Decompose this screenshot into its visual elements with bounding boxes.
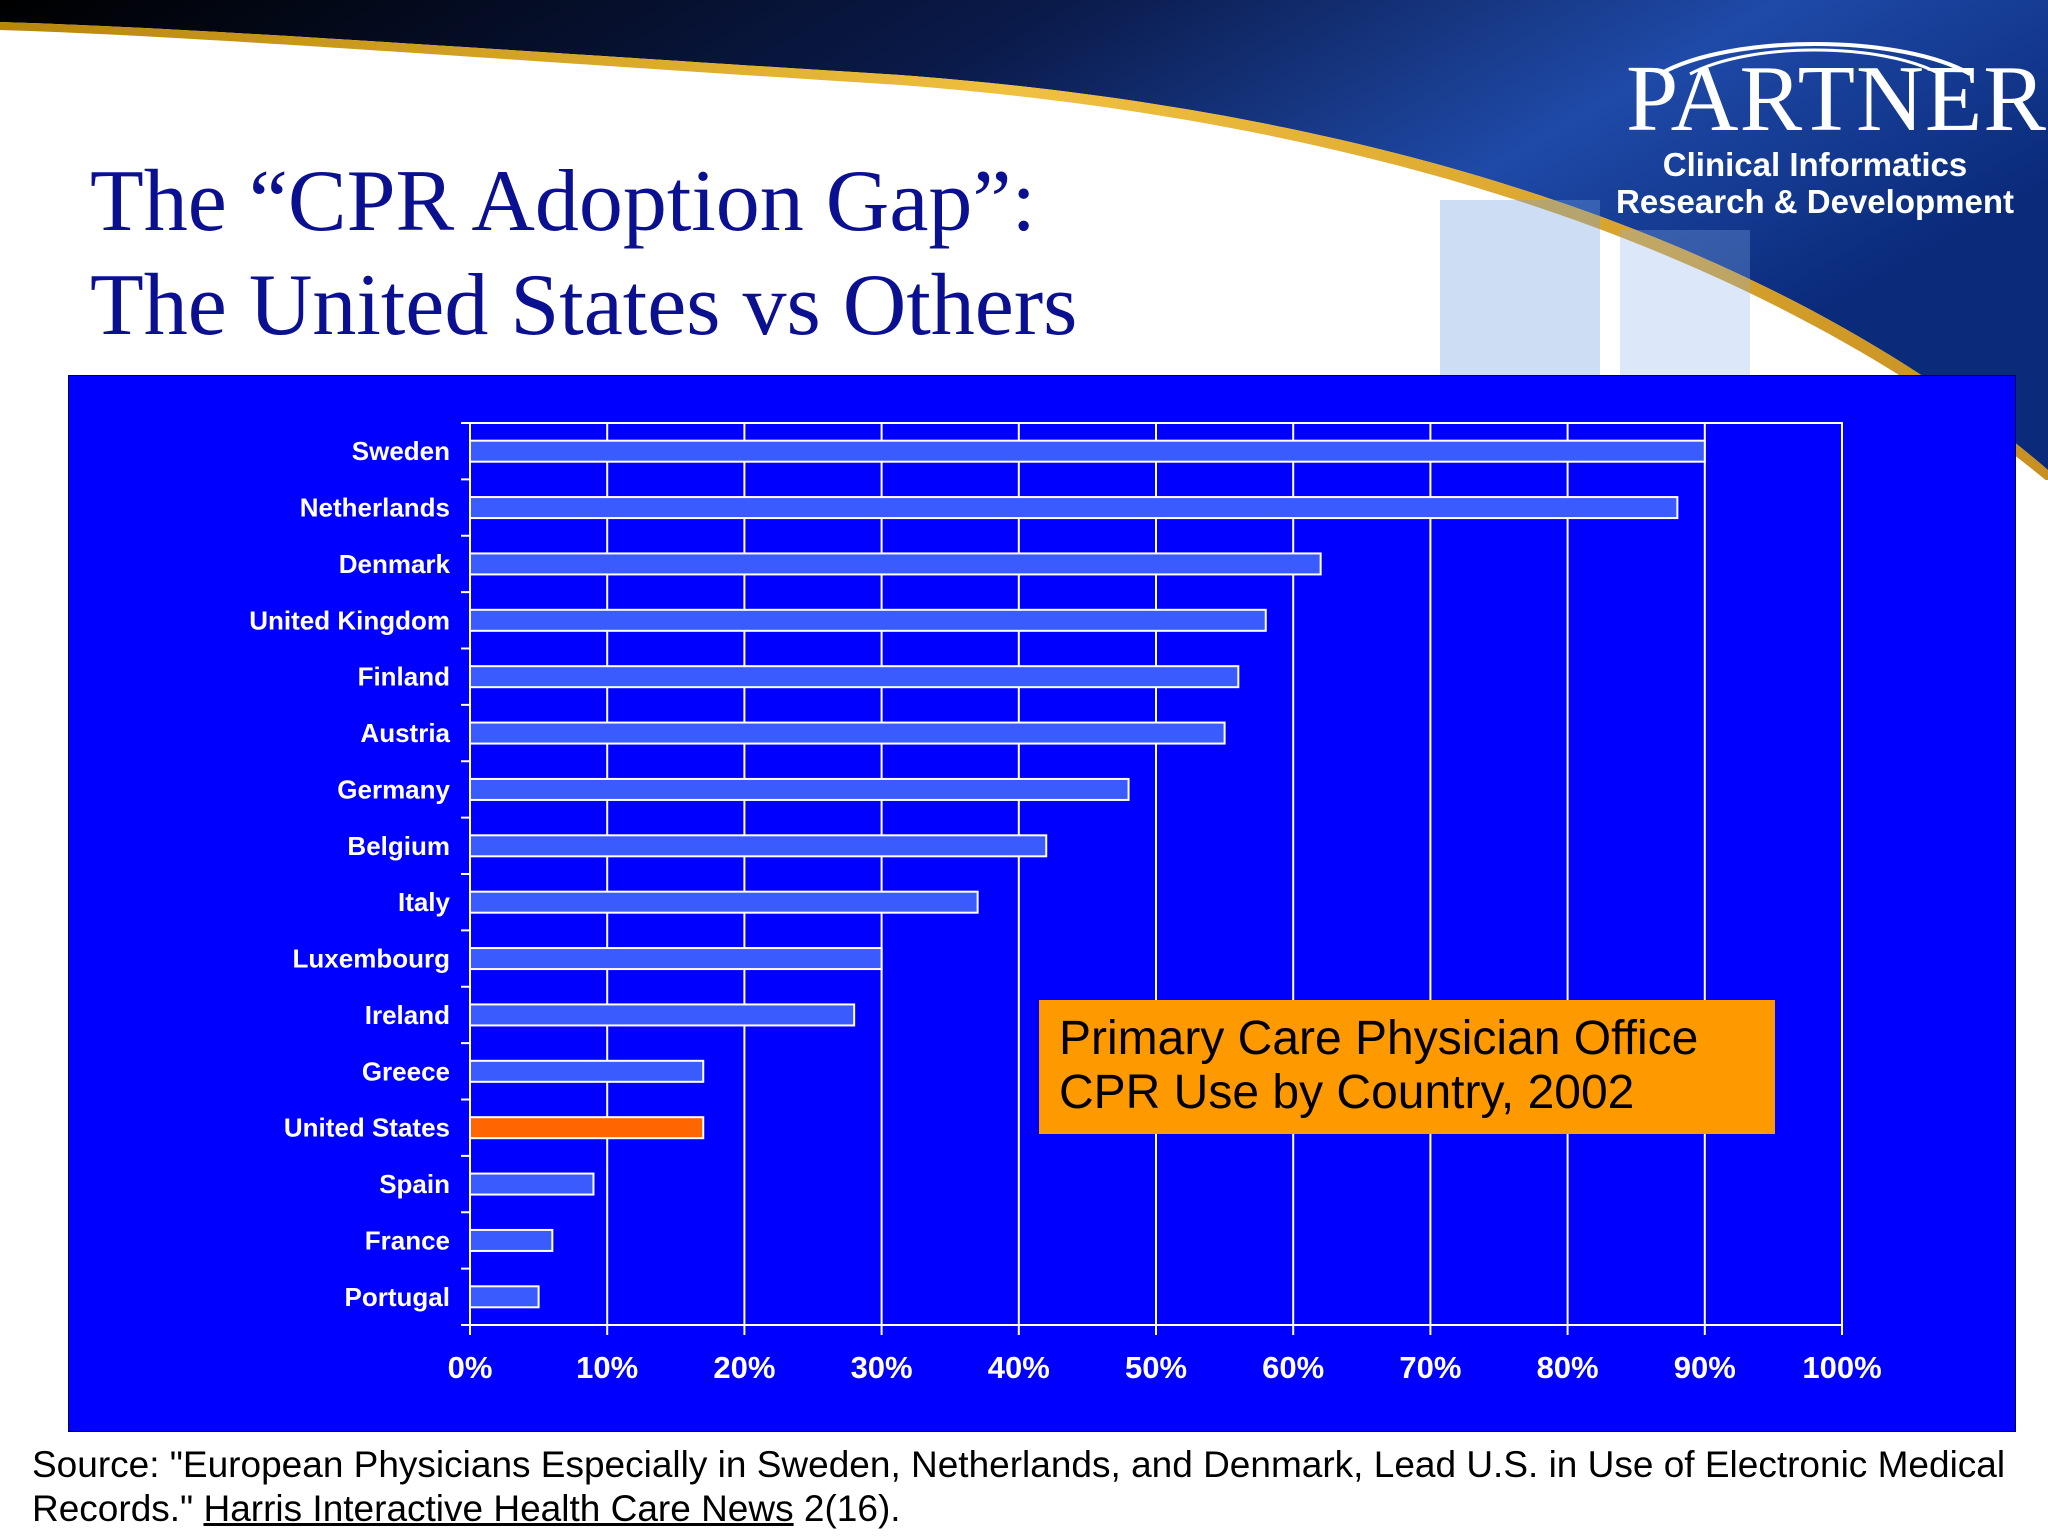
bar — [469, 777, 1130, 801]
bar — [469, 890, 979, 914]
x-tick-label: 70% — [1399, 1350, 1461, 1385]
chart-caption-line2: CPR Use by Country, 2002 — [1059, 1066, 1635, 1119]
category-label: Germany — [337, 774, 450, 804]
logo-subtitle: Clinical Informatics Research & Developm… — [1600, 146, 2030, 220]
bar — [469, 608, 1267, 632]
bar-highlight — [469, 1116, 705, 1140]
bar — [469, 947, 883, 971]
category-label: Italy — [398, 887, 451, 917]
bar — [469, 1003, 856, 1027]
bar — [469, 496, 1679, 520]
chart-panel: 0% 10% 20% 30% 40% 50% 60% 70% 80% 90% 100% Sweden N… — [68, 375, 2016, 1432]
category-label: Greece — [362, 1056, 450, 1086]
bar — [469, 834, 1048, 858]
x-tick-label: 40% — [988, 1350, 1050, 1385]
page-title-line2: The United States vs Others — [90, 257, 1078, 354]
x-tick-label: 0% — [448, 1350, 493, 1385]
source-suffix: 2(16). — [793, 1488, 901, 1529]
logo-arc — [1659, 42, 1971, 76]
category-label: Netherlands — [300, 493, 450, 523]
page-title: The “CPR Adoption Gap”: The United State… — [90, 150, 1390, 358]
category-label: Spain — [379, 1169, 450, 1199]
chart-caption-line1: Primary Care Physician Office — [1059, 1012, 1699, 1065]
logo-wordmark: PARTNERS — [1626, 47, 2048, 151]
x-tick-label: 100% — [1802, 1350, 1881, 1385]
category-label: Portugal — [345, 1282, 450, 1312]
bar — [469, 1228, 554, 1252]
bar — [469, 1285, 540, 1309]
source-prefix: Source: "European Physicians Especially … — [32, 1444, 2006, 1529]
source-note: Source: "European Physicians Especially … — [32, 1443, 2032, 1531]
header-banner — [0, 0, 2048, 480]
bar — [469, 439, 1706, 463]
category-label: United States — [284, 1113, 450, 1143]
chart-caption: Primary Care Physician Office CPR Use by… — [1039, 1000, 1775, 1134]
bar — [469, 665, 1240, 689]
category-label: Luxembourg — [293, 944, 450, 974]
x-tick-label: 80% — [1537, 1350, 1599, 1385]
x-tick-label: 60% — [1262, 1350, 1324, 1385]
category-label: Denmark — [339, 549, 451, 579]
category-label: Sweden — [352, 436, 450, 466]
bar — [469, 552, 1322, 576]
category-label: Austria — [360, 718, 450, 748]
x-tick-label: 30% — [851, 1350, 913, 1385]
bar-chart: 0% 10% 20% 30% 40% 50% 60% 70% 80% 90% 100% Sweden N… — [249, 422, 1882, 1385]
bar — [469, 721, 1226, 745]
x-tick-label: 50% — [1125, 1350, 1187, 1385]
category-label: Belgium — [347, 831, 450, 861]
logo-subtitle-line1: Clinical Informatics — [1662, 146, 1968, 183]
category-label: France — [365, 1225, 450, 1255]
source-publication: Harris Interactive Health Care News — [203, 1488, 794, 1529]
logo-subtitle-line2: Research & Development — [1616, 183, 2014, 220]
category-label: Finland — [358, 662, 450, 692]
x-tick-label: 20% — [713, 1350, 775, 1385]
bar — [469, 1059, 705, 1083]
x-tick-label: 10% — [576, 1350, 638, 1385]
category-label: United Kingdom — [249, 605, 450, 635]
bar — [469, 1172, 595, 1196]
x-tick-label: 90% — [1674, 1350, 1736, 1385]
page-title-line1: The “CPR Adoption Gap”: — [90, 153, 1036, 250]
category-label: Ireland — [365, 1000, 450, 1030]
